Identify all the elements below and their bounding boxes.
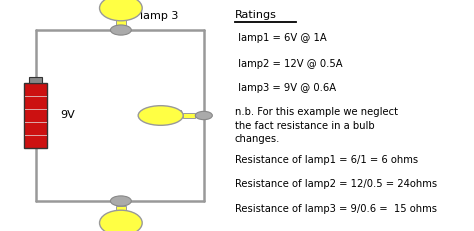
Bar: [116, 18, 126, 25]
Text: lamp1 = 6V @ 1A: lamp1 = 6V @ 1A: [235, 33, 327, 43]
Bar: [24, 83, 47, 148]
Text: Resistance of lamp2 = 12/0.5 = 24ohms: Resistance of lamp2 = 12/0.5 = 24ohms: [235, 179, 437, 189]
Text: lamp2 = 12V @ 0.5A: lamp2 = 12V @ 0.5A: [235, 59, 342, 69]
Text: Resistance of lamp3 = 9/0.6 =  15 ohms: Resistance of lamp3 = 9/0.6 = 15 ohms: [235, 204, 437, 214]
Text: 9V: 9V: [61, 110, 75, 121]
Ellipse shape: [100, 210, 142, 231]
Circle shape: [195, 111, 212, 120]
Text: lamp 3: lamp 3: [140, 11, 178, 21]
Text: Resistance of lamp1 = 6/1 = 6 ohms: Resistance of lamp1 = 6/1 = 6 ohms: [235, 155, 418, 165]
Text: lamp3 = 9V @ 0.6A: lamp3 = 9V @ 0.6A: [235, 83, 336, 93]
Text: lamp 2: lamp 2: [145, 110, 183, 121]
Bar: [116, 206, 126, 213]
Circle shape: [110, 196, 131, 206]
Ellipse shape: [100, 0, 142, 21]
Text: n.b. For this example we neglect
the fact resistance in a bulb
changes.: n.b. For this example we neglect the fac…: [235, 107, 398, 144]
Circle shape: [110, 25, 131, 35]
Text: lamp1: lamp1: [100, 217, 135, 227]
Bar: [183, 113, 195, 118]
Bar: [29, 77, 42, 83]
Text: Ratings: Ratings: [235, 10, 276, 20]
Ellipse shape: [138, 106, 183, 125]
